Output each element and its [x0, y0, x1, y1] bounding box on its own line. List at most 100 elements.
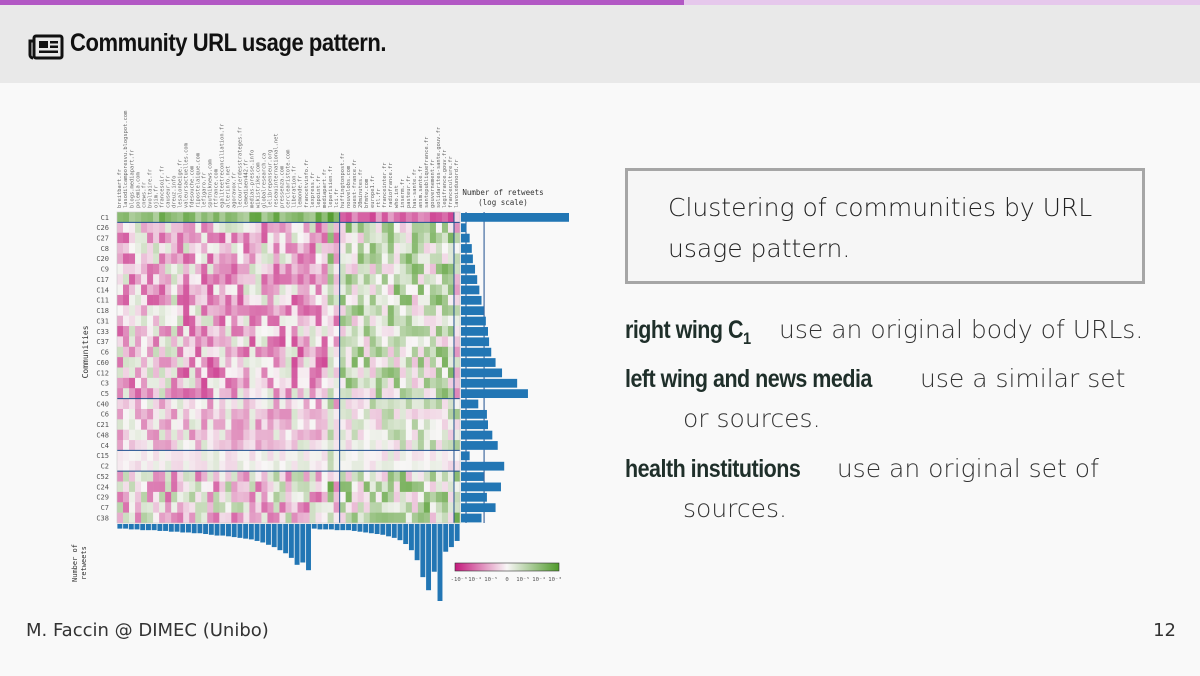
column-label: dreuz.info	[171, 176, 177, 208]
heatmap-cell	[327, 460, 334, 472]
heatmap-cell	[279, 398, 286, 410]
heatmap-cell	[195, 377, 202, 389]
heatmap-cell	[261, 284, 268, 296]
heatmap-cell	[135, 346, 142, 358]
heatmap-cell	[249, 294, 256, 306]
heatmap-cell	[447, 263, 455, 275]
heatmap-cell	[117, 346, 124, 358]
heatmap-cell	[147, 398, 154, 410]
heatmap-cell	[165, 222, 172, 234]
heatmap-cell	[381, 263, 389, 275]
heatmap-cell	[231, 284, 238, 296]
heatmap-cell	[369, 491, 377, 503]
heatmap-cell	[393, 460, 401, 472]
heatmap-cell	[207, 253, 214, 265]
bullet-left-wing: left wing and news media use a similar s…	[625, 359, 1125, 399]
heatmap-cell	[219, 212, 226, 223]
heatmap-cell	[351, 253, 358, 265]
heatmap-cell	[201, 491, 208, 503]
heatmap-cell	[297, 377, 304, 389]
heatmap-cell	[321, 398, 328, 410]
heatmap-cell	[285, 377, 292, 389]
heatmap-cell	[177, 481, 184, 493]
heatmap-cell	[297, 294, 304, 306]
heatmap-cell	[393, 408, 401, 420]
heatmap-cell	[387, 253, 395, 265]
heatmap-cell	[309, 326, 316, 337]
heatmap-cell	[327, 398, 334, 410]
heatmap-cell	[327, 294, 334, 306]
right-bar	[461, 503, 496, 513]
heatmap-cell	[213, 419, 220, 430]
heatmap-cell	[201, 232, 208, 244]
heatmap-cell	[261, 460, 268, 472]
heatmap-cell	[321, 357, 328, 368]
heatmap-cell	[411, 502, 419, 513]
bullet-continuation: sources.	[683, 494, 787, 523]
heatmap-cell	[129, 377, 136, 389]
heatmap-cell	[345, 284, 352, 296]
heatmap-cell	[441, 502, 449, 513]
heatmap-cell	[327, 357, 334, 368]
heatmap-cell	[183, 440, 190, 451]
heatmap-cell	[309, 491, 316, 503]
heatmap-cell	[213, 388, 220, 399]
heatmap-cell	[447, 512, 455, 524]
heatmap-cell	[351, 305, 358, 316]
heatmap-cell	[447, 294, 455, 306]
heatmap-cell	[159, 232, 166, 244]
heatmap-cell	[237, 232, 244, 244]
heatmap-cell	[285, 481, 292, 493]
heatmap-cell	[165, 512, 172, 524]
heatmap-cell	[381, 460, 389, 472]
heatmap-cell	[117, 336, 124, 348]
heatmap-cell	[195, 460, 202, 472]
heatmap-cell	[453, 450, 461, 462]
bottom-bar	[328, 524, 334, 530]
heatmap-cell	[447, 429, 455, 441]
heatmap-cell	[279, 512, 286, 524]
heatmap-cell	[147, 440, 154, 451]
heatmap-cell	[201, 222, 208, 234]
heatmap-cell	[441, 212, 449, 223]
heatmap-cell	[441, 274, 449, 285]
heatmap-cell	[387, 502, 395, 513]
heatmap-cell	[375, 408, 383, 420]
heatmap-cell	[435, 388, 443, 399]
heatmap-cell	[117, 471, 124, 482]
heatmap-cell	[249, 315, 256, 327]
heatmap-cell	[291, 294, 298, 306]
heatmap-cell	[375, 284, 383, 296]
heatmap-cell	[129, 512, 136, 524]
heatmap-cell	[129, 243, 136, 254]
heatmap-cell	[447, 232, 455, 244]
heatmap-cell	[267, 263, 274, 275]
heatmap-cell	[117, 491, 124, 503]
heatmap-cell	[207, 460, 214, 472]
row-label: C60	[96, 359, 109, 367]
heatmap-cell	[267, 212, 274, 223]
heatmap-cell	[291, 419, 298, 430]
heatmap-cell	[135, 419, 142, 430]
heatmap-cell	[447, 222, 455, 234]
slide-header: Community URL usage pattern.	[0, 5, 1200, 83]
heatmap-cell	[327, 450, 334, 462]
heatmap-cell	[327, 315, 334, 327]
heatmap-cell	[357, 481, 365, 493]
heatmap-cell	[135, 408, 142, 420]
heatmap-cell	[453, 429, 461, 441]
heatmap-cell	[351, 481, 358, 493]
heatmap-cell	[273, 377, 280, 389]
heatmap-cell	[387, 222, 395, 234]
heatmap-cell	[243, 294, 250, 306]
heatmap-cell	[141, 367, 148, 379]
heatmap-cell	[279, 429, 286, 441]
heatmap-cell	[165, 346, 172, 358]
bottom-bar	[243, 524, 249, 539]
heatmap-cell	[153, 460, 160, 472]
heatmap-cell	[303, 232, 310, 244]
bullet-text: use an original body of URLs.	[771, 315, 1144, 344]
heatmap-cell	[207, 212, 214, 223]
heatmap-cell	[285, 471, 292, 482]
heatmap-cell	[159, 294, 166, 306]
